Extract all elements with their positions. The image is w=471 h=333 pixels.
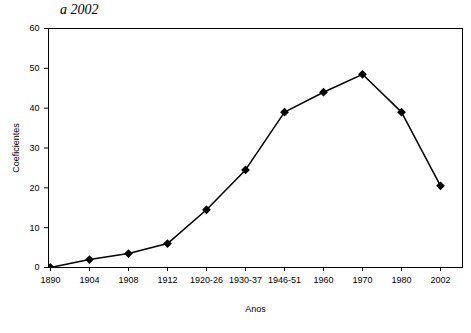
svg-text:2002: 2002 [430,275,450,285]
svg-text:40: 40 [29,103,39,113]
svg-text:1930-37: 1930-37 [229,275,262,285]
svg-text:1904: 1904 [79,275,99,285]
svg-text:20: 20 [29,183,39,193]
svg-text:1908: 1908 [118,275,138,285]
html-text:a 2002: a 2002 [60,2,99,17]
svg-text:1890: 1890 [40,275,60,285]
svg-text:Coeficientes: Coeficientes [11,123,21,173]
svg-text:60: 60 [29,23,39,33]
svg-text:30: 30 [29,143,39,153]
svg-text:Anos: Anos [245,304,266,314]
svg-text:0: 0 [34,262,39,272]
svg-text:10: 10 [29,223,39,233]
svg-text:1970: 1970 [352,275,372,285]
svg-text:1946-51: 1946-51 [268,275,301,285]
svg-text:50: 50 [29,63,39,73]
svg-text:1912: 1912 [157,275,177,285]
svg-text:1980: 1980 [391,275,411,285]
svg-text:1960: 1960 [313,275,333,285]
svg-text:1920-26: 1920-26 [190,275,223,285]
